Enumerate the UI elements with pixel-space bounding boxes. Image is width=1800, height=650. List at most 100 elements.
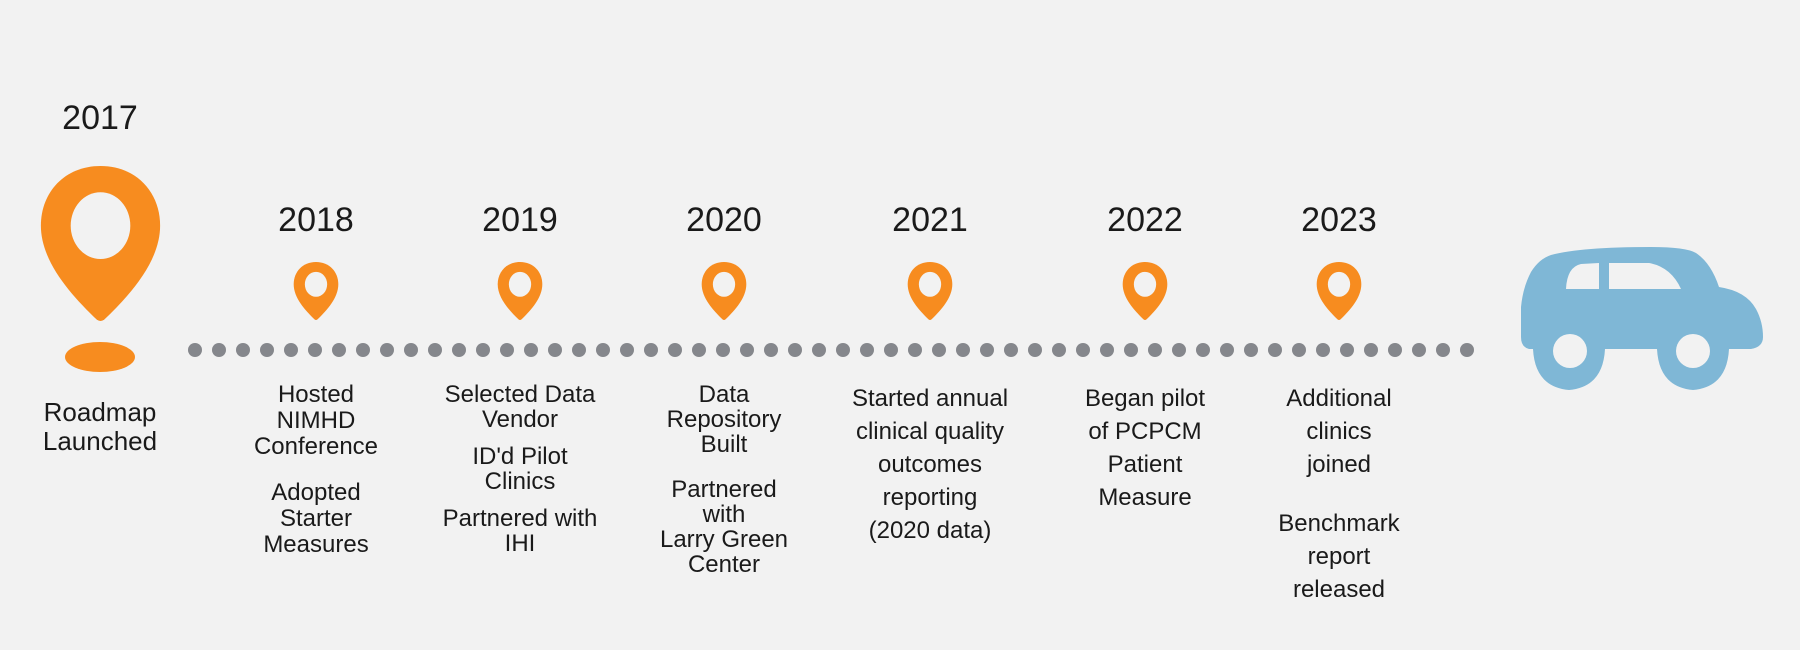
timeline-dot <box>332 343 346 357</box>
timeline-dot <box>836 343 850 357</box>
timeline-dot <box>1388 343 1402 357</box>
timeline-dot <box>1124 343 1138 357</box>
milestone-description: Roadmap Launched <box>0 398 210 456</box>
timeline-dot <box>1028 343 1042 357</box>
milestone-line: ID'd Pilot <box>472 443 568 470</box>
milestone-description: Started annual clinical quality outcomes re… <box>820 382 1040 547</box>
milestone-line: NIMHD <box>276 407 356 434</box>
milestone-year: 2021 <box>892 201 968 239</box>
milestone-description: Additional clinics joined Benchmark report re… <box>1229 382 1449 606</box>
timeline-dot <box>1100 343 1114 357</box>
timeline-dot <box>188 343 202 357</box>
milestone-line: Conference <box>253 433 379 460</box>
timeline-dot <box>620 343 634 357</box>
timeline-dot <box>884 343 898 357</box>
timeline-dot <box>356 343 370 357</box>
milestone-line: Started annual <box>851 385 1009 412</box>
milestone-line: Hosted <box>277 381 355 408</box>
timeline-dot <box>476 343 490 357</box>
milestone-line: IHI <box>504 530 536 557</box>
milestone-line: outcomes <box>877 451 983 478</box>
timeline-dot <box>908 343 922 357</box>
timeline-dot <box>764 343 778 357</box>
milestone-item: ID'd Pilot Clinics <box>410 444 630 494</box>
milestone-line: Patient <box>1107 451 1183 478</box>
milestone-line: Launched <box>42 426 158 456</box>
milestone-line: Built <box>700 431 748 458</box>
milestone-description: Data Repository Built Partnered with Larry Gr… <box>614 382 834 577</box>
milestone-line: Larry Green <box>659 526 789 553</box>
timeline-dot <box>956 343 970 357</box>
timeline-dot <box>596 343 610 357</box>
milestone-line: Benchmark <box>1278 510 1400 537</box>
milestone-description: Began pilot of PCPCM Patient Measure <box>1035 382 1255 514</box>
milestone-line: Selected Data <box>444 381 596 408</box>
timeline-dot <box>716 343 730 357</box>
timeline-dot <box>524 343 538 357</box>
timeline-dot <box>1004 343 1018 357</box>
timeline-dot <box>284 343 298 357</box>
milestone-item: Began pilot of PCPCM Patient Measure <box>1035 382 1255 514</box>
timeline-dot <box>980 343 994 357</box>
timeline-dot <box>572 343 586 357</box>
milestone-line: Began pilot <box>1084 385 1206 412</box>
milestone-line: Additional <box>1286 385 1392 412</box>
milestone-line: Measure <box>1098 484 1192 511</box>
milestone-line: Roadmap <box>43 397 157 427</box>
milestone-line: clinics <box>1306 418 1372 445</box>
milestone-line: Vendor <box>481 406 559 433</box>
timeline-dot <box>812 343 826 357</box>
map-pin-icon <box>1316 262 1362 320</box>
map-pin-icon <box>40 166 160 321</box>
timeline-dot <box>452 343 466 357</box>
timeline-dot <box>1268 343 1282 357</box>
map-pin-icon <box>701 262 747 320</box>
timeline-dot <box>1436 343 1450 357</box>
timeline-dot <box>1220 343 1234 357</box>
milestone-line: reporting <box>882 484 978 511</box>
timeline-dot <box>428 343 442 357</box>
timeline-dot <box>692 343 706 357</box>
milestone-line: Clinics <box>484 468 556 495</box>
milestone-line: Adopted <box>271 479 361 506</box>
timeline-dot <box>1244 343 1258 357</box>
milestone-line: Data <box>698 381 750 408</box>
milestone-description: Hosted NIMHD Conference Adopted Starter Measu… <box>206 382 426 558</box>
timeline-dot <box>1412 343 1426 357</box>
milestone-item: Benchmark report released <box>1229 507 1449 606</box>
milestone-description: Selected Data Vendor ID'd Pilot Clinics Part… <box>410 382 630 556</box>
milestone-item: Started annual clinical quality outcomes re… <box>820 382 1040 547</box>
map-pin-icon <box>1122 262 1168 320</box>
milestone-year: 2023 <box>1301 201 1377 239</box>
milestone-item: Additional clinics joined <box>1229 382 1449 481</box>
milestone-line: Center <box>687 551 761 578</box>
milestone-item: Selected Data Vendor <box>410 382 630 432</box>
milestone-item: Adopted Starter Measures <box>206 480 426 558</box>
timeline-dot <box>1148 343 1162 357</box>
pin-shadow <box>65 342 135 372</box>
milestone-line: (2020 data) <box>868 517 992 544</box>
milestone-year: 2019 <box>482 201 558 239</box>
timeline-dot <box>212 343 226 357</box>
timeline-dot <box>644 343 658 357</box>
car-icon <box>1521 247 1763 390</box>
milestone-year: 2017 <box>62 99 138 137</box>
timeline-dot <box>404 343 418 357</box>
milestone-item: Data Repository Built <box>614 382 834 457</box>
timeline-dot <box>548 343 562 357</box>
timeline-dot <box>932 343 946 357</box>
timeline-dot <box>308 343 322 357</box>
milestone-line: Partnered <box>671 476 777 503</box>
timeline-dot <box>1052 343 1066 357</box>
timeline-dot <box>1172 343 1186 357</box>
timeline-dot <box>500 343 514 357</box>
milestone-line: Starter <box>279 505 353 532</box>
milestone-line: Repository <box>666 406 782 433</box>
milestone-line: with <box>702 501 746 528</box>
milestone-year: 2022 <box>1107 201 1183 239</box>
timeline-dot <box>1316 343 1330 357</box>
milestone-line: released <box>1292 576 1386 603</box>
milestone-line: Partnered with <box>442 505 598 532</box>
timeline-dot <box>1340 343 1354 357</box>
timeline-dot <box>668 343 682 357</box>
